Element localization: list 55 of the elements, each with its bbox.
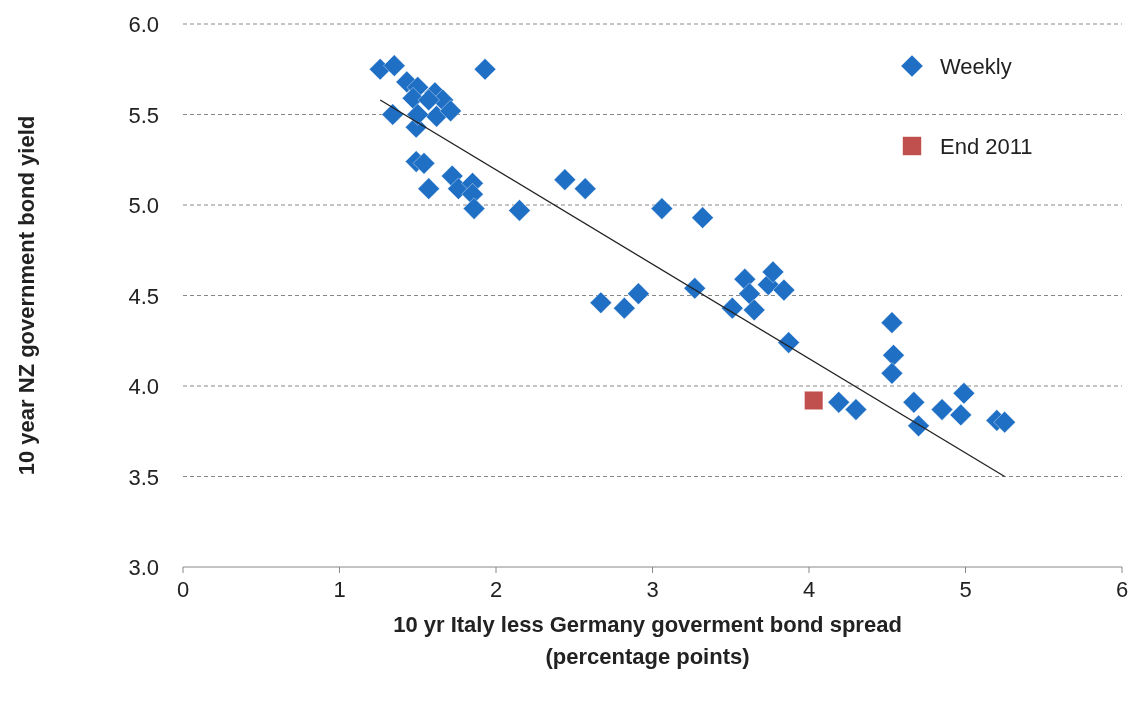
point bbox=[761, 260, 785, 284]
point bbox=[417, 88, 441, 112]
point bbox=[827, 390, 851, 414]
point bbox=[882, 343, 905, 367]
point bbox=[417, 177, 441, 201]
point bbox=[803, 390, 824, 411]
point bbox=[844, 398, 868, 421]
y-tick-label: 6.0 bbox=[128, 12, 159, 37]
y-tick-label: 3.5 bbox=[128, 464, 159, 490]
y-tick-label: 4.0 bbox=[128, 374, 159, 399]
point bbox=[406, 103, 430, 126]
y-axis-title: 10 year NZ government bond yield bbox=[14, 115, 39, 476]
point bbox=[742, 298, 766, 322]
x-tick-label: 6 bbox=[1115, 577, 1129, 602]
x-tick-label: 3 bbox=[646, 577, 659, 602]
point bbox=[738, 282, 761, 306]
point bbox=[930, 398, 954, 421]
point bbox=[381, 103, 405, 126]
point bbox=[573, 177, 597, 201]
point bbox=[627, 282, 650, 306]
point bbox=[777, 331, 800, 354]
y-tick-label: 5.0 bbox=[128, 193, 159, 218]
x-tick-label: 2 bbox=[489, 577, 503, 602]
x-tick-label: 5 bbox=[959, 577, 972, 602]
point bbox=[382, 54, 406, 77]
point bbox=[683, 276, 707, 300]
y-tick-label: 4.5 bbox=[128, 283, 159, 309]
point bbox=[462, 197, 486, 220]
point bbox=[439, 99, 462, 123]
x-axis-title: 10 yr Italy less Germany goverment bond spread (percentage points) bbox=[393, 612, 902, 669]
x-tick-label: 1 bbox=[333, 577, 346, 602]
point bbox=[650, 197, 674, 220]
point bbox=[589, 291, 613, 315]
point bbox=[612, 296, 636, 320]
point bbox=[412, 152, 436, 175]
point bbox=[993, 410, 1016, 434]
legend-label: End 2011 bbox=[940, 134, 1033, 159]
x-tick-label: 4 bbox=[802, 577, 816, 602]
point bbox=[691, 206, 714, 230]
point bbox=[902, 390, 926, 414]
point bbox=[720, 296, 744, 320]
point bbox=[907, 414, 930, 438]
x-tick-label: 0 bbox=[176, 577, 190, 602]
point bbox=[473, 57, 497, 81]
point bbox=[952, 381, 976, 405]
legend-label: Weekly bbox=[940, 54, 1012, 79]
y-tick-label: 3.0 bbox=[128, 555, 159, 580]
point bbox=[880, 361, 904, 385]
point bbox=[880, 311, 904, 334]
point bbox=[553, 168, 577, 192]
point bbox=[508, 199, 531, 222]
y-tick-label: 5.5 bbox=[128, 102, 159, 128]
point bbox=[772, 278, 796, 302]
point bbox=[733, 267, 757, 291]
point bbox=[949, 403, 973, 427]
